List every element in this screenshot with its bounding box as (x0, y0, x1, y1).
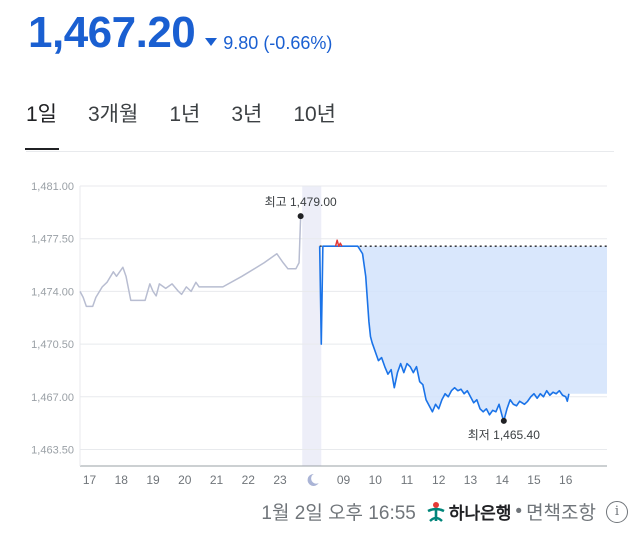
y-tick-label: 1,470.50 (31, 339, 74, 351)
annotation-marker (500, 417, 507, 424)
overnight-band (302, 186, 322, 466)
range-tabs: 1일 3개월 1년 3년 10년 (25, 98, 367, 150)
x-tick-label: 18 (115, 473, 129, 487)
tab-1-year[interactable]: 1년 (169, 103, 201, 126)
info-icon[interactable]: i (606, 500, 628, 523)
tab-10-years[interactable]: 10년 (293, 103, 337, 126)
y-tick-label: 1,477.50 (31, 234, 74, 246)
x-tick-label: 15 (527, 473, 541, 487)
x-tick-label: 16 (559, 473, 573, 487)
tab-divider (26, 151, 614, 152)
tab-1-day[interactable]: 1일 (25, 98, 59, 150)
chart-footer: 1월 2일 오후 16:55 하나은행 • 면책조항 i (261, 498, 628, 525)
y-tick-label: 1,467.00 (31, 392, 74, 404)
timestamp: 1월 2일 오후 16:55 (261, 503, 416, 524)
price-change-value: 9.80 (-0.66%) (223, 32, 333, 53)
x-tick-label: 11 (401, 473, 414, 487)
x-tick-label: 10 (369, 473, 383, 487)
price-change: 9.80 (-0.66%) (205, 33, 332, 54)
x-tick-label: 20 (178, 473, 192, 487)
x-tick-label: 13 (464, 473, 478, 487)
x-tick-label: 14 (496, 473, 510, 487)
hana-bank-icon (427, 501, 445, 522)
y-tick-label: 1,481.00 (31, 181, 74, 193)
source-logo[interactable]: 하나은행 (426, 499, 512, 524)
series-line-above-previous-close (334, 239, 343, 247)
x-tick-label: 22 (242, 473, 256, 487)
x-tick-label: 17 (83, 473, 97, 487)
annotation-label: 최고 1,479.00 (265, 195, 337, 209)
series-line-session (318, 245, 570, 422)
tab-3-years[interactable]: 3년 (231, 103, 263, 126)
disclaimer-link[interactable]: 면책조항 (526, 503, 596, 524)
tab-3-months[interactable]: 3개월 (88, 103, 139, 126)
annotation-label: 최저 1,465.40 (468, 428, 540, 442)
annotation-marker (297, 213, 304, 220)
below-close-area (357, 246, 607, 421)
x-tick-label: 09 (337, 473, 351, 487)
quote-header: 1,467.20 9.80 (-0.66%) (28, 8, 332, 68)
separator: • (515, 500, 523, 522)
series-line-overnight (79, 216, 302, 308)
y-tick-label: 1,463.50 (31, 444, 74, 456)
x-tick-label: 12 (432, 473, 446, 487)
source-name: 하나은행 (448, 504, 512, 523)
y-tick-label: 1,474.00 (31, 286, 74, 298)
x-tick-label: 19 (146, 473, 160, 487)
current-price: 1,467.20 (28, 8, 196, 57)
x-tick-label: 23 (273, 473, 287, 487)
x-tick-label: 21 (210, 473, 224, 487)
down-arrow-icon (205, 38, 218, 46)
exchange-rate-chart[interactable]: 1,481.00 1,477.50 1,474.00 1,470.50 1,467.00… (0, 160, 640, 490)
moon-icon (307, 473, 319, 486)
